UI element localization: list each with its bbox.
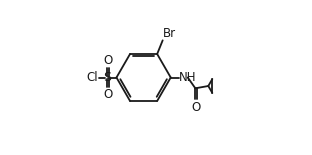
- Text: O: O: [103, 54, 112, 67]
- Text: Br: Br: [163, 27, 176, 40]
- Text: Cl: Cl: [86, 71, 98, 84]
- Text: O: O: [192, 101, 201, 114]
- Text: O: O: [103, 88, 112, 101]
- Text: S: S: [103, 71, 111, 84]
- Text: NH: NH: [179, 71, 197, 84]
